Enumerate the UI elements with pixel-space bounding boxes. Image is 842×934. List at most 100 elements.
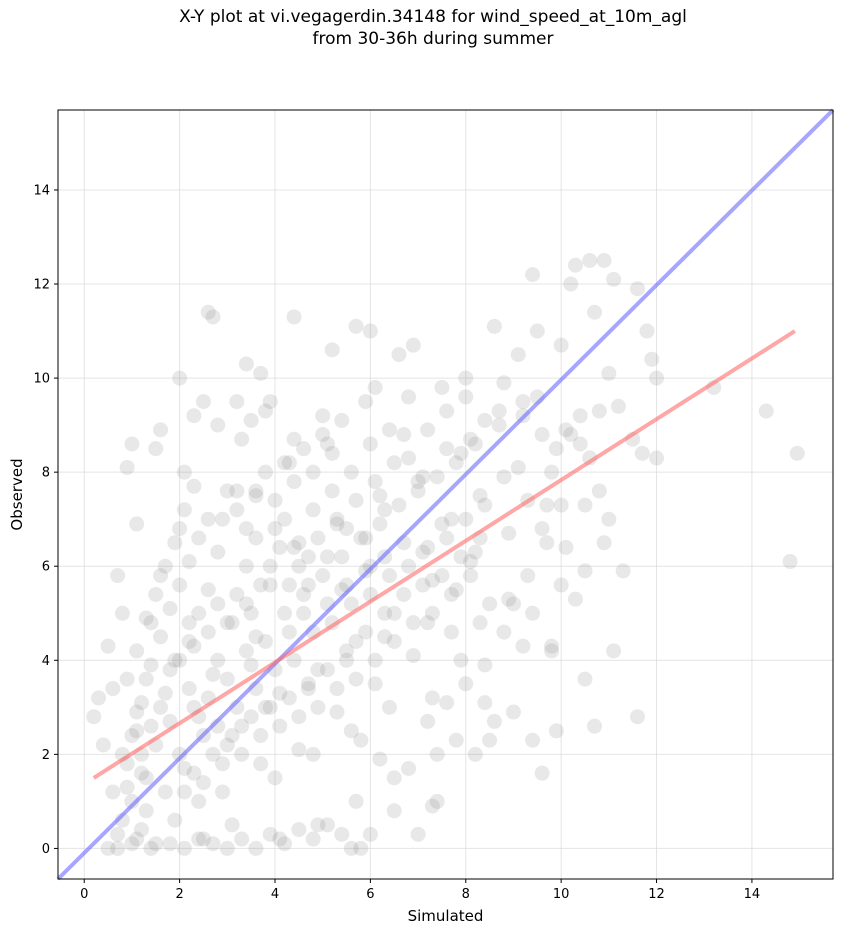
data-point [148, 441, 164, 457]
data-point [215, 756, 231, 772]
data-point [315, 568, 331, 584]
data-point [405, 615, 421, 631]
data-point [396, 427, 412, 443]
data-point [319, 549, 335, 565]
data-point [138, 803, 154, 819]
data-point [305, 502, 321, 518]
data-point [191, 793, 207, 809]
data-point [539, 497, 555, 513]
data-point [129, 723, 145, 739]
data-point [143, 657, 159, 673]
data-point [458, 370, 474, 386]
data-point [496, 624, 512, 640]
data-point [410, 483, 426, 499]
data-point [329, 681, 345, 697]
data-point [467, 746, 483, 762]
data-point [281, 455, 297, 471]
data-point [243, 605, 259, 621]
data-point [601, 511, 617, 527]
data-point [405, 337, 421, 353]
data-point [176, 502, 192, 518]
data-point [477, 497, 493, 513]
data-point [525, 732, 541, 748]
data-point [129, 704, 145, 720]
grid-lines [58, 110, 833, 879]
data-point [229, 483, 245, 499]
data-point [181, 615, 197, 631]
data-point [224, 615, 240, 631]
data-point [262, 558, 278, 574]
data-point [353, 530, 369, 546]
data-point [458, 389, 474, 405]
data-point [133, 765, 149, 781]
x-tick-label: 2 [175, 887, 183, 902]
data-point [491, 403, 507, 419]
chart-title: X-Y plot at vi.vegagerdin.34148 for wind… [0, 6, 842, 50]
data-point [358, 624, 374, 640]
data-point [257, 403, 273, 419]
data-point [172, 577, 188, 593]
data-point [172, 652, 188, 668]
data-point [129, 643, 145, 659]
x-tick-label: 12 [648, 887, 665, 902]
data-point [286, 431, 302, 447]
data-point [525, 267, 541, 283]
data-points [86, 253, 805, 856]
data-point [381, 699, 397, 715]
data-point [248, 530, 264, 546]
data-point [315, 408, 331, 424]
data-point [215, 511, 231, 527]
data-point [262, 826, 278, 842]
data-point [219, 840, 235, 856]
data-point [377, 605, 393, 621]
data-point [358, 530, 374, 546]
data-point [386, 770, 402, 786]
data-point [172, 746, 188, 762]
data-point [243, 657, 259, 673]
data-point [272, 831, 288, 847]
data-point [496, 469, 512, 485]
data-point [195, 394, 211, 410]
data-point [443, 586, 459, 602]
data-point [401, 389, 417, 405]
chart-title-line-1: X-Y plot at vi.vegagerdin.34148 for wind… [179, 7, 687, 27]
data-point [119, 459, 135, 475]
data-point [615, 563, 631, 579]
data-point [167, 535, 183, 551]
data-point [176, 840, 192, 856]
data-point [539, 535, 555, 551]
data-point [424, 605, 440, 621]
data-point [248, 488, 264, 504]
data-point [544, 464, 560, 480]
data-point [210, 417, 226, 433]
data-point [424, 690, 440, 706]
data-point [453, 549, 469, 565]
data-point [329, 516, 345, 532]
data-point [429, 746, 445, 762]
reference-lines [56, 108, 835, 881]
data-point [305, 746, 321, 762]
data-point [515, 638, 531, 654]
data-point [386, 633, 402, 649]
data-point [238, 643, 254, 659]
data-point [629, 709, 645, 725]
data-point [386, 455, 402, 471]
data-point [267, 521, 283, 537]
data-point [339, 521, 355, 537]
data-point [153, 629, 169, 645]
data-point [334, 412, 350, 428]
data-point [348, 318, 364, 334]
data-point [191, 530, 207, 546]
data-point [119, 671, 135, 687]
data-point [367, 652, 383, 668]
data-point [343, 840, 359, 856]
data-point [200, 624, 216, 640]
axis-ticks: 0 2 4 6 8 10 12 14 0 2 4 6 8 10 12 14 [33, 183, 760, 902]
regression-line [92, 329, 796, 780]
data-point [401, 760, 417, 776]
data-point [463, 431, 479, 447]
data-point [191, 605, 207, 621]
data-point [300, 676, 316, 692]
data-point [262, 699, 278, 715]
data-point [195, 775, 211, 791]
